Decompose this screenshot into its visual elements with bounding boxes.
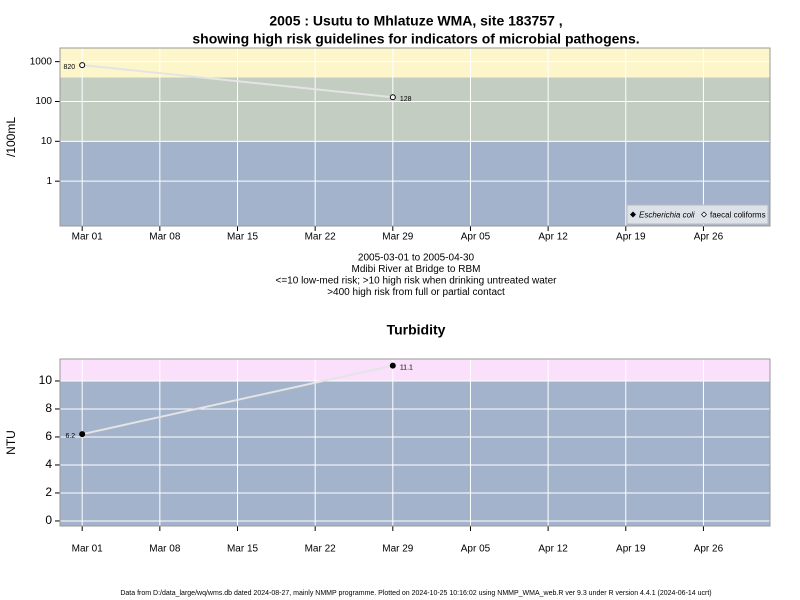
legend-label: Escherichia coli — [639, 211, 695, 220]
data-label: 11.1 — [400, 364, 413, 371]
plot-frame — [59, 358, 771, 527]
data-point — [389, 362, 396, 369]
note: Mdibi River at Bridge to RBM — [352, 264, 481, 275]
x-tick-label: Mar 01 — [72, 232, 104, 243]
risk-band — [60, 380, 770, 526]
legend-label: faecal coliforms — [710, 211, 766, 220]
x-tick-label: Apr 19 — [616, 544, 646, 555]
x-tick-label: Apr 12 — [538, 544, 568, 555]
x-tick-label: Mar 22 — [305, 232, 337, 243]
plot-frame — [59, 47, 771, 227]
y-tick-label: 8 — [45, 401, 52, 415]
chart-title: showing high risk guidelines for indicat… — [192, 31, 639, 47]
x-tick-label: Mar 01 — [72, 544, 104, 555]
series-line — [81, 364, 394, 436]
note: <=10 low-med risk; >10 high risk when dr… — [276, 276, 558, 287]
x-tick-label: Mar 08 — [149, 544, 181, 555]
note: 2005-03-01 to 2005-04-30 — [358, 253, 475, 264]
legend-marker — [630, 211, 636, 218]
footer: Data from D:/data_large/wq/wms.db dated … — [120, 590, 711, 597]
data-point — [389, 94, 396, 101]
data-label: 6.2 — [65, 433, 75, 440]
risk-band — [60, 359, 770, 381]
chart-title: Turbidity — [387, 322, 446, 338]
x-tick-label: Apr 19 — [616, 232, 646, 243]
y-tick-label: 1 — [46, 176, 52, 187]
y-tick-label: 4 — [45, 457, 52, 471]
data-point — [79, 431, 86, 438]
y-tick-label: 2 — [45, 485, 52, 499]
x-tick-label: Apr 05 — [461, 544, 491, 555]
x-tick-label: Mar 22 — [305, 544, 337, 555]
x-tick-label: Apr 12 — [538, 232, 568, 243]
y-tick-label: 0 — [45, 513, 52, 527]
y-tick-label: 1000 — [30, 56, 53, 67]
series-line — [82, 64, 393, 99]
y-axis-label: /100mL — [4, 117, 18, 157]
legend-box — [626, 204, 769, 225]
data-label: 128 — [400, 96, 412, 103]
y-tick-label: 100 — [35, 96, 52, 107]
x-tick-label: Apr 05 — [461, 232, 491, 243]
legend-marker — [701, 211, 707, 218]
y-tick-label: 10 — [41, 136, 53, 147]
note: >400 high risk from full or partial cont… — [327, 287, 505, 298]
risk-band — [60, 48, 770, 78]
y-axis-label: NTU — [4, 430, 18, 455]
x-tick-label: Mar 15 — [227, 544, 259, 555]
data-point — [79, 62, 86, 69]
x-tick-label: Apr 26 — [694, 544, 724, 555]
chart-title: 2005 : Usutu to Mhlatuze WMA, site 18375… — [269, 13, 562, 29]
y-tick-label: 6 — [45, 429, 52, 443]
x-tick-label: Apr 26 — [694, 232, 724, 243]
data-label: 820 — [64, 64, 76, 71]
x-tick-label: Mar 29 — [382, 232, 414, 243]
y-tick-label: 10 — [39, 373, 53, 387]
risk-band — [60, 77, 770, 142]
x-tick-label: Mar 08 — [149, 232, 181, 243]
x-tick-label: Mar 29 — [382, 544, 414, 555]
legend: Escherichia coli faecal coliforms — [626, 204, 769, 225]
x-tick-label: Mar 15 — [227, 232, 259, 243]
